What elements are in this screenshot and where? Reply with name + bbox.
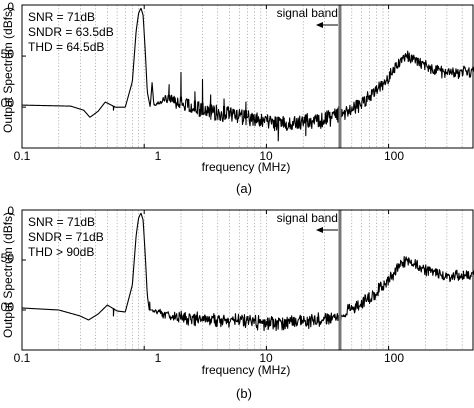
x-tick-label-b-0: 0.1 bbox=[14, 351, 31, 365]
y-tick-label-a-1: −50 bbox=[0, 47, 14, 61]
y-tick-label-a-2: −100 bbox=[0, 96, 14, 110]
x-tick-label-b-1: 1 bbox=[155, 351, 162, 365]
signal-band-arrowhead bbox=[315, 22, 323, 28]
snr-label-a: SNR = 71dB bbox=[28, 10, 95, 24]
y-tick-label-b-1: −50 bbox=[0, 251, 14, 265]
thd-label-a: THD = 64.5dB bbox=[28, 40, 104, 54]
grid-a bbox=[58, 5, 463, 148]
panel-a: signal band SNR = 71dB SNDR = 63.5dB THD… bbox=[0, 0, 474, 196]
signal-band-a: signal band bbox=[277, 5, 342, 148]
spectrum-a bbox=[21, 7, 474, 142]
caption-a: (a) bbox=[236, 181, 252, 196]
panel-b: signal band SNR = 71dB SNDR = 71dB THD >… bbox=[0, 204, 474, 401]
signal-band-label-b: signal band bbox=[277, 211, 338, 225]
y-tick-label-b-0: 0 bbox=[7, 204, 14, 218]
x-tick-label-b-2: 10 bbox=[259, 351, 273, 365]
signal-band-label-a: signal band bbox=[277, 6, 338, 20]
sndr-label-a: SNDR = 63.5dB bbox=[28, 25, 114, 39]
x-tick-label-a-2: 10 bbox=[259, 149, 273, 163]
spectrum-trace bbox=[21, 212, 474, 332]
snr-label-b: SNR = 71dB bbox=[28, 215, 95, 229]
spectrum-trace bbox=[21, 7, 474, 142]
thd-label-b: THD > 90dB bbox=[28, 245, 94, 259]
x-axis-label-b: frequency (MHz) bbox=[202, 363, 291, 377]
caption-b: (b) bbox=[236, 386, 252, 401]
signal-band-b: signal band bbox=[277, 210, 342, 350]
spectrum-b bbox=[21, 212, 474, 332]
plot-frame-b bbox=[21, 209, 474, 351]
x-tick-label-b-3: 100 bbox=[384, 351, 404, 365]
plot-frame-a bbox=[21, 4, 474, 149]
ticks-a bbox=[21, 4, 390, 148]
y-tick-label-a-0: 0 bbox=[7, 0, 14, 14]
x-axis-label-a: frequency (MHz) bbox=[202, 160, 291, 174]
y-axis-label-b: Output Spectrum (dBfs) bbox=[1, 212, 15, 338]
ticks-b bbox=[21, 209, 390, 350]
sndr-label-b: SNDR = 71dB bbox=[28, 230, 104, 244]
x-tick-label-a-3: 100 bbox=[384, 149, 404, 163]
x-tick-label-a-1: 1 bbox=[155, 149, 162, 163]
y-tick-label-b-2: −100 bbox=[0, 300, 14, 314]
signal-band-arrowhead bbox=[315, 227, 323, 233]
y-axis-label-a: Output Spectrum (dBfs) bbox=[1, 7, 15, 133]
grid-b bbox=[58, 210, 463, 350]
x-tick-label-a-0: 0.1 bbox=[14, 149, 31, 163]
